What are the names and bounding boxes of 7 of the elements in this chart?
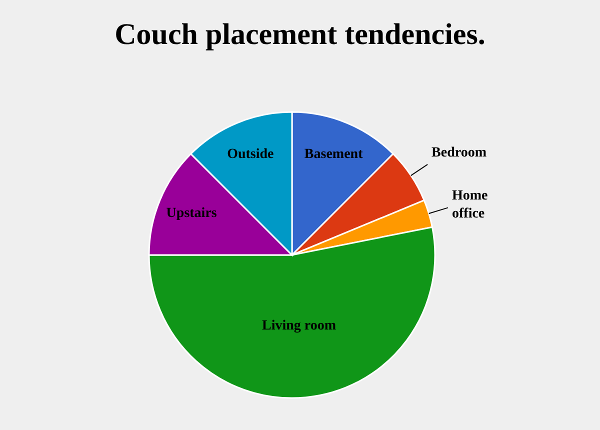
slice-label: Upstairs	[166, 206, 218, 221]
slice-label: Bedroom	[432, 145, 487, 160]
slice-label: Living room	[262, 318, 336, 334]
slice-label: Outside	[227, 147, 274, 162]
slice-label: Basement	[304, 147, 364, 162]
slice-label: Home office	[452, 188, 488, 222]
chart-title: Couch placement tendencies.	[114, 18, 486, 52]
